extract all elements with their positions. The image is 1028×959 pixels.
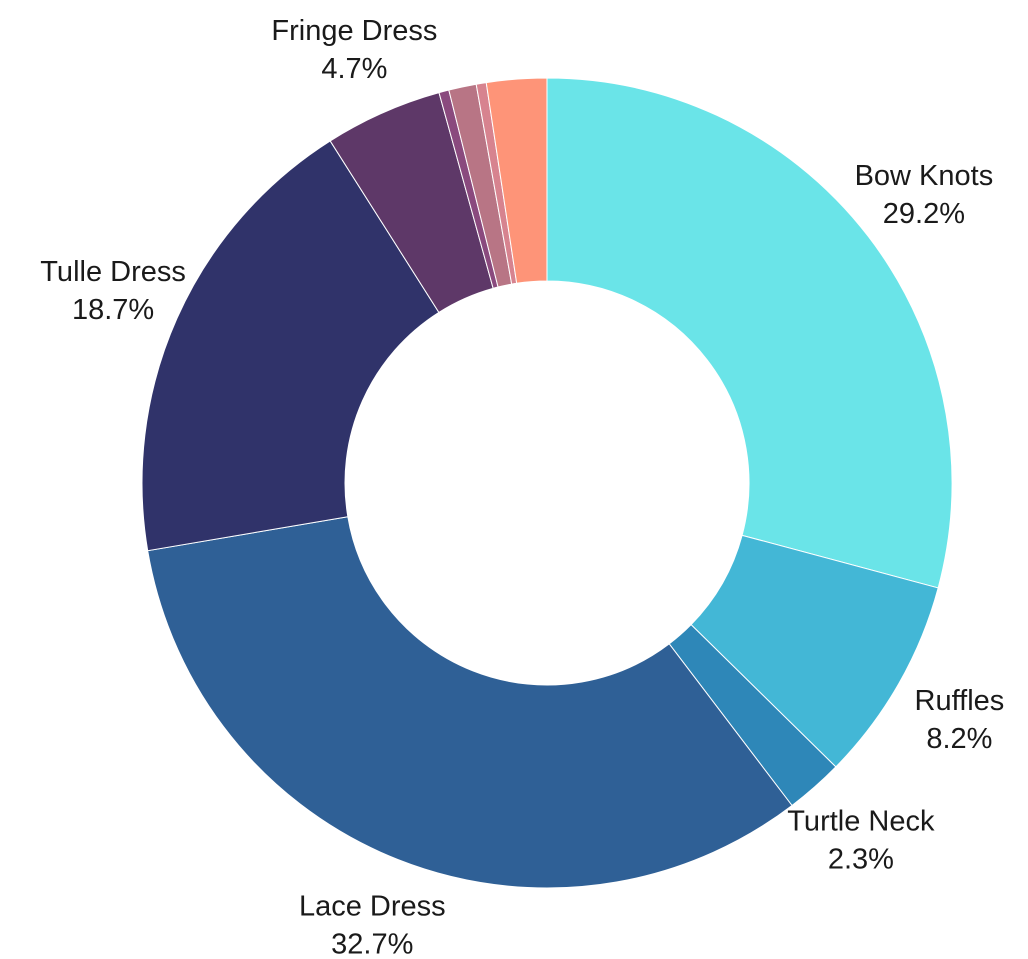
slice-tulle-dress bbox=[141, 140, 440, 552]
slice-unlabeled-9 bbox=[485, 77, 548, 284]
slice-percent-label: 29.2% bbox=[883, 198, 965, 230]
labels-layer: Bow Knots 29.2% Ruffles 8.2% Turtle Neck 2.3%… bbox=[40, 15, 1004, 959]
slice-percent-label: 8.2% bbox=[926, 723, 992, 755]
slice-percent-label: 32.7% bbox=[331, 929, 413, 959]
slice-category-label: Bow Knots bbox=[855, 160, 994, 192]
slice-category-label: Ruffles bbox=[915, 685, 1005, 717]
slice-percent-label: 4.7% bbox=[321, 53, 387, 85]
slice-label-turtle-neck: Turtle Neck 2.3% bbox=[787, 806, 935, 876]
slice-label-lace-dress: Lace Dress 32.7% bbox=[299, 891, 446, 959]
slice-bow-knots bbox=[546, 77, 953, 589]
slice-percent-label: 2.3% bbox=[828, 844, 894, 876]
slice-percent-label: 18.7% bbox=[72, 294, 154, 326]
slice-label-bow-knots: Bow Knots 29.2% bbox=[855, 160, 994, 230]
slice-category-label: Lace Dress bbox=[299, 891, 446, 923]
slice-label-tulle-dress: Tulle Dress 18.7% bbox=[40, 256, 186, 326]
slices-layer bbox=[141, 77, 953, 889]
slice-category-label: Turtle Neck bbox=[787, 806, 935, 838]
slice-category-label: Tulle Dress bbox=[40, 256, 186, 288]
slice-lace-dress bbox=[147, 516, 793, 889]
slice-label-fringe-dress: Fringe Dress 4.7% bbox=[271, 15, 437, 85]
slice-label-ruffles: Ruffles 8.2% bbox=[915, 685, 1005, 755]
slice-category-label: Fringe Dress bbox=[271, 15, 437, 47]
